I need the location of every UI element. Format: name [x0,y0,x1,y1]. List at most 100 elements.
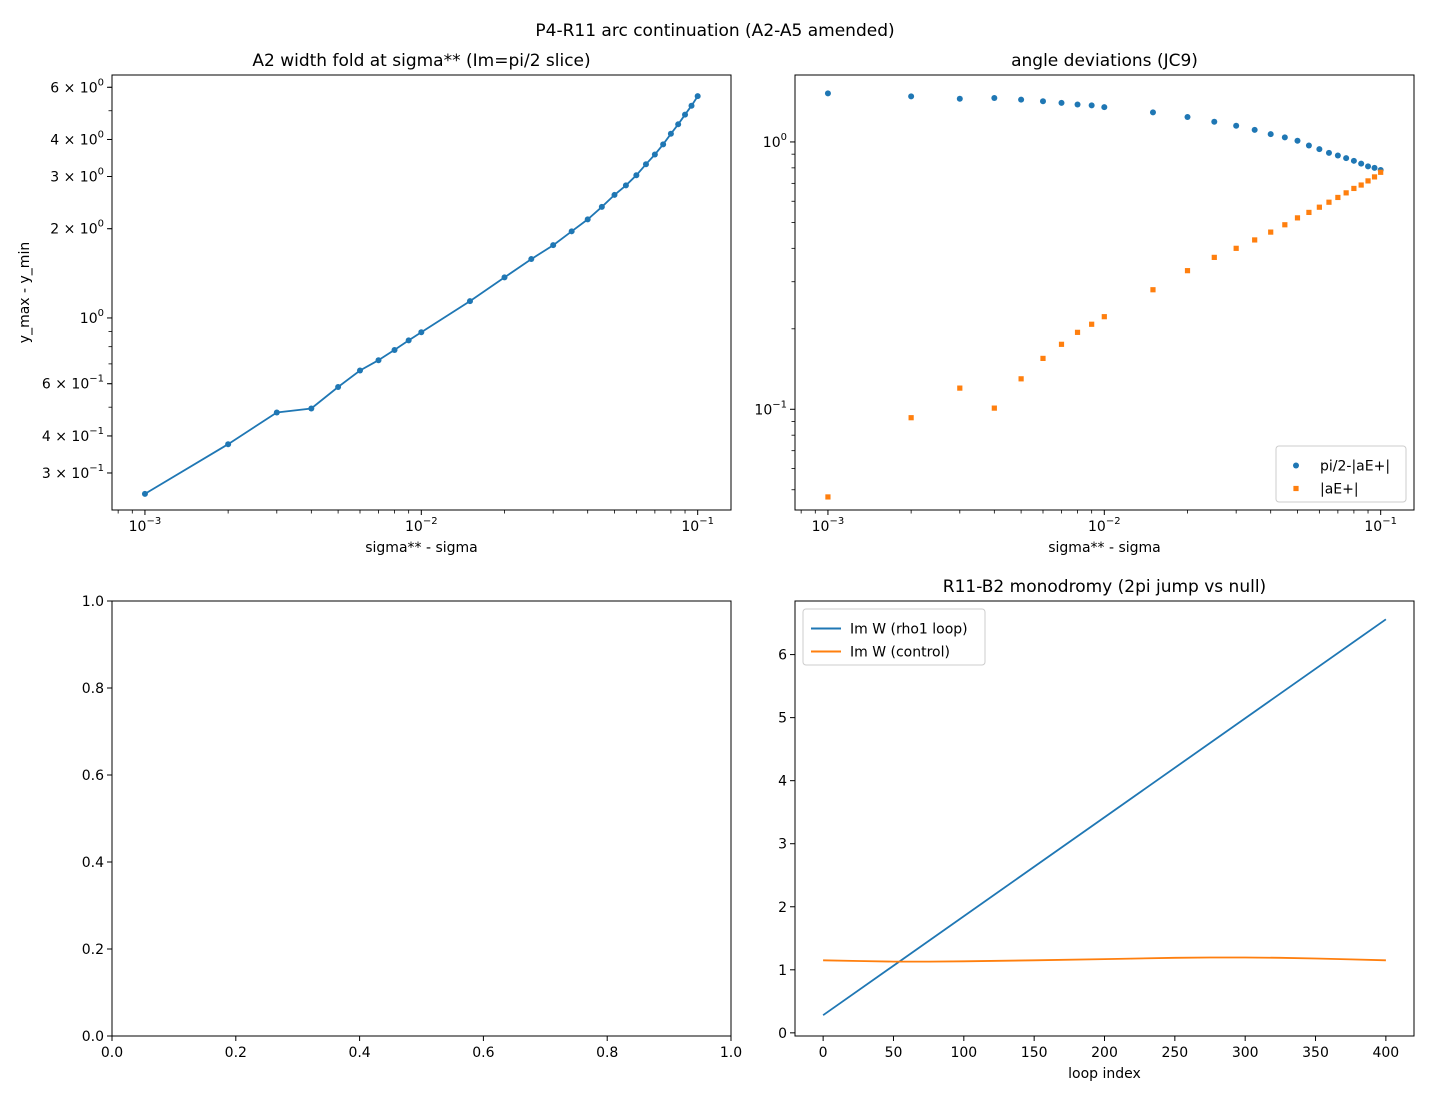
y-tick-label-base: 6 × 10 [50,80,97,96]
x-tick-label: 0.4 [348,1045,370,1061]
data-point-square [1089,321,1095,327]
axes-frame [111,74,732,511]
data-point [682,111,689,118]
x-tick-label-exponent: −3 [146,516,161,527]
chart-b2: 0 50 100 150 200 250 300 350 400 0 1 2 3 4 5 6 R11-B2 mo… [778,577,1415,1082]
data-point-circle [956,95,963,102]
chart-title: angle deviations (JC9) [1011,51,1198,71]
data-point-circle [1039,98,1046,105]
x-tick-label-base: 10 [681,519,699,535]
data-point [335,383,342,390]
legend: pi/2-|aE+| |aE+| [1275,445,1407,503]
x-axis-label: sigma** - sigma [1048,540,1161,556]
data-point-circle [1149,109,1156,116]
data-point [391,346,398,353]
x-tick-label: 0 [819,1045,828,1061]
chart-empty: 0.0 0.2 0.4 0.6 0.8 1.0 0.0 0.2 0.4 0.6 0.8 1.0 [82,594,742,1061]
y-tick-label-exponent: 0 [98,167,104,178]
data-point [375,357,382,364]
y-tick-label: 2 × 100 [50,219,104,238]
data-point-square [908,415,914,421]
y-tick-label-exponent: −1 [89,374,104,385]
y-tick-label: 3 × 10−1 [42,463,104,482]
data-point-circle [1334,152,1341,159]
y-tick-label: 6 × 10−1 [42,374,104,393]
data-point [651,151,658,158]
x-tick-label: 300 [1232,1045,1259,1061]
y-tick-label-base: 4 × 10 [42,429,89,445]
y-tick-label-base: 10 [763,135,781,151]
y-tick-label: 0 [778,1026,787,1042]
y-tick-label-exponent: 0 [98,129,104,140]
data-point [466,298,473,305]
axes-frame [794,600,1415,1037]
data-point-circle [1184,113,1191,120]
data-point-square [1371,174,1378,180]
y-tick-label: 0.4 [82,855,104,871]
x-tick-label-base: 10 [812,519,830,535]
legend-box [1275,445,1407,503]
data-point-square [1326,199,1332,205]
y-tick-label-base: 6 × 10 [42,377,89,393]
data-point-circle [1281,134,1288,141]
axes-frame [111,600,732,1037]
x-tick-label-exponent: −1 [699,516,714,527]
data-point [694,93,701,100]
data-point [528,256,535,263]
y-tick-label-exponent: 0 [781,132,787,143]
y-tick-label: 4 [778,774,787,790]
data-point-circle [1316,146,1323,153]
x-tick-label: 0.2 [225,1045,247,1061]
y-tick-label: 4 × 10−1 [42,426,104,445]
data-point-square [1358,182,1364,188]
x-tick-label: 0.0 [101,1045,123,1061]
legend-marker-square [1293,485,1299,492]
x-tick-label-base: 10 [129,519,147,535]
legend-label: |aE+| [1320,482,1359,498]
y-tick-label: 1 [778,963,787,979]
data-point [308,405,315,412]
y-tick-label: 3 × 100 [50,167,104,186]
x-tick-label: 350 [1302,1045,1329,1061]
data-point-circle [1074,101,1081,108]
y-tick-label-base: 4 × 10 [50,132,97,148]
chart-title: A2 width fold at sigma** (Im=pi/2 slice) [252,51,590,71]
y-tick-label: 1.0 [82,594,104,610]
legend-label: Im W (rho1 loop) [850,622,968,638]
x-tick-label: 250 [1161,1045,1188,1061]
data-point-square [1335,194,1341,201]
x-tick-label-exponent: −1 [1382,516,1397,527]
data-point-circle [991,95,998,102]
data-point-square [1306,209,1312,216]
y-tick-label-base: 2 × 10 [50,222,97,238]
y-tick-label: 3 [778,837,787,853]
data-point-square [1365,178,1371,184]
x-tick-label-exponent: −2 [423,516,438,527]
x-axis-label: sigma** - sigma [365,540,478,556]
y-tick-label-exponent: 0 [98,308,104,319]
data-point [141,490,148,497]
chart-title: R11-B2 monodromy (2pi jump vs null) [943,577,1266,597]
data-point-circle [1358,160,1365,167]
data-point-circle [1294,137,1301,144]
y-tick-label-base: 10 [80,311,98,327]
data-point-square [957,385,963,391]
x-tick-label: 150 [1021,1045,1048,1061]
data-point-square [1294,215,1301,221]
legend-marker-circle [1293,462,1299,469]
data-point-square [1343,190,1349,196]
x-tick-label: 400 [1372,1045,1399,1061]
x-tick-label-base: 10 [405,519,423,535]
x-tick-label-exponent: −3 [829,516,844,527]
series-line-0 [144,95,699,495]
legend-box [802,608,986,666]
y-tick-label: 0.8 [82,681,104,697]
y-tick-label: 4 × 100 [50,129,104,148]
y-tick-label: 10−1 [754,399,787,418]
data-point-circle [1018,96,1025,103]
x-tick-label-exponent: −2 [1106,516,1121,527]
chart-a2: 10−3 10−2 10−13 × 10−14 × 10−16 × 10−11002… [17,51,732,556]
data-point [622,182,629,189]
series-line-1 [823,956,1386,963]
